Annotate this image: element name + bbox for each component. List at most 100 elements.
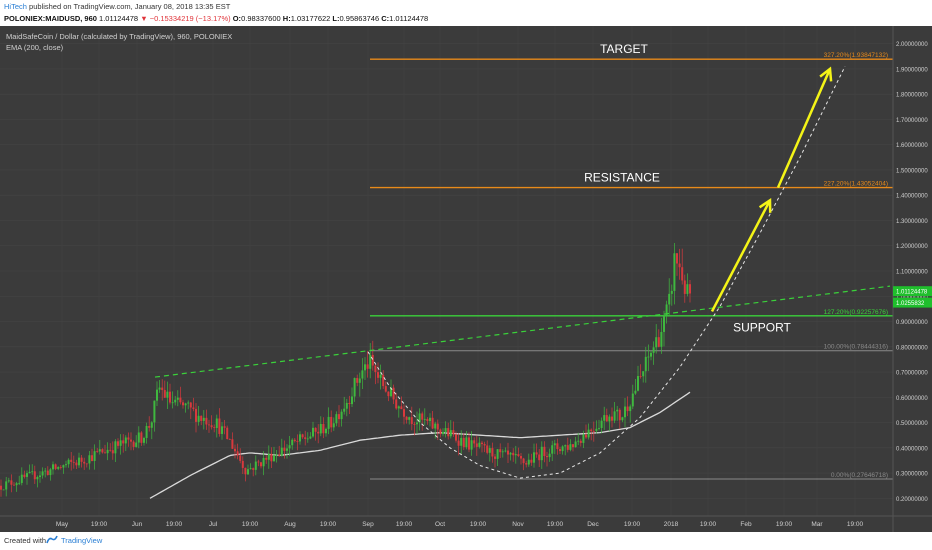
candle-body	[221, 426, 223, 434]
high-value: 1.03177622	[290, 14, 331, 23]
candle-body	[572, 444, 574, 448]
price-chart[interactable]: 327.20%(1.93847132) 227.20%(1.43052404) 12…	[0, 26, 932, 532]
publish-info: published on TradingView.com, January 08…	[29, 2, 231, 11]
candle-body	[143, 437, 145, 443]
candle-body	[517, 454, 520, 457]
candle-body	[598, 427, 600, 429]
x-tick-label: Mar	[811, 521, 823, 528]
candle-body	[156, 389, 158, 401]
candle-body	[504, 450, 507, 452]
candle-body	[413, 424, 416, 425]
candle-body	[462, 437, 465, 448]
candle-body	[62, 465, 65, 468]
candle-body	[23, 474, 26, 477]
candle-body	[312, 427, 314, 437]
candle-body	[273, 455, 275, 462]
x-tick-label: Feb	[740, 521, 752, 528]
candle-body	[361, 370, 364, 379]
price-axis[interactable]: 2.00000000 1.90000000 1.80000000 1.70000000…	[892, 26, 932, 532]
candle-body	[387, 391, 390, 397]
candle-body	[39, 475, 41, 477]
fib-levels: 327.20%(1.93847132) 227.20%(1.43052404) 12…	[370, 52, 893, 480]
candle-body	[75, 462, 78, 466]
candle-body	[595, 428, 598, 432]
candle-body	[522, 458, 525, 464]
candle-body	[577, 440, 580, 442]
candle-body	[293, 439, 296, 442]
candle-body	[392, 387, 395, 400]
candle-body	[91, 455, 93, 461]
candle-body	[618, 409, 621, 421]
candle-body	[494, 456, 496, 459]
candle-body	[488, 448, 491, 453]
y-tick-label: 1.80000000	[896, 93, 928, 99]
candle-body	[382, 374, 385, 387]
candle-body	[647, 356, 650, 358]
candle-body	[265, 457, 268, 460]
candle-body	[668, 293, 671, 305]
candle-body	[455, 434, 457, 441]
target-annotation: TARGET	[600, 42, 648, 56]
candle-body	[174, 399, 177, 403]
candle-body	[163, 390, 166, 398]
candle-body	[335, 414, 338, 424]
y-tick-label: 0.20000000	[896, 497, 928, 503]
y-tick-label: 0.50000000	[896, 421, 928, 427]
low-value: 0.95863746	[339, 14, 380, 23]
time-axis[interactable]: May 19:00 Jun 19:00 Jul 19:00 Aug 19:00 Sep 19:00…	[0, 515, 932, 528]
candle-body	[182, 402, 184, 406]
candle-body	[0, 485, 2, 490]
candle-body	[527, 459, 530, 465]
candle-body	[449, 430, 452, 437]
candle-body	[553, 443, 556, 446]
candle-body	[356, 378, 359, 383]
fib-level-label: 100.00%(0.78444316)	[824, 344, 888, 351]
candle-body	[36, 476, 39, 480]
x-tick-label: Dec	[587, 521, 599, 528]
candle-body	[348, 402, 351, 405]
author-link[interactable]: HiTech	[4, 2, 27, 11]
candle-body	[556, 443, 559, 450]
candle-body	[468, 437, 470, 450]
chart-area[interactable]: 327.20%(1.93847132) 227.20%(1.43052404) 12…	[0, 26, 932, 532]
candle-body	[631, 393, 634, 407]
candle-body	[439, 429, 442, 435]
candle-body	[236, 451, 239, 456]
candle-body	[234, 448, 236, 452]
candle-body	[650, 352, 652, 357]
candle-body	[644, 356, 647, 372]
close-value: 1.01124478	[389, 14, 429, 23]
candle-body	[496, 449, 499, 459]
candle-body	[252, 468, 255, 470]
candle-body	[169, 391, 171, 403]
candle-body	[254, 461, 257, 470]
fib-level-label: 327.20%(1.93847132)	[824, 52, 888, 59]
candle-body	[551, 445, 554, 454]
candle-body	[548, 453, 551, 458]
support-annotation: SUPPORT	[733, 320, 791, 334]
x-tick-label: 19:00	[624, 521, 641, 528]
candle-body	[13, 484, 15, 486]
candle-body	[592, 430, 595, 432]
candle-body	[150, 422, 153, 428]
candle-body	[202, 417, 205, 421]
candle-body	[621, 417, 624, 421]
candle-body	[683, 280, 686, 294]
candle-body	[278, 454, 281, 456]
candle-body	[33, 471, 36, 480]
second-price-tag-label: 1.0255832	[896, 301, 925, 307]
candle-body	[499, 449, 502, 453]
candle-body	[611, 416, 613, 421]
candle-body	[124, 437, 127, 444]
tradingview-brand[interactable]: TradingView	[61, 536, 103, 545]
candle-body	[561, 446, 564, 452]
candle-body	[319, 424, 322, 434]
candle-body	[106, 449, 109, 454]
open-label: O:	[232, 14, 242, 23]
candle-body	[137, 432, 140, 443]
candle-body	[304, 437, 307, 440]
candle-body	[639, 376, 642, 377]
candle-body	[218, 418, 221, 434]
candle-body	[299, 434, 301, 442]
candle-body	[533, 452, 535, 463]
